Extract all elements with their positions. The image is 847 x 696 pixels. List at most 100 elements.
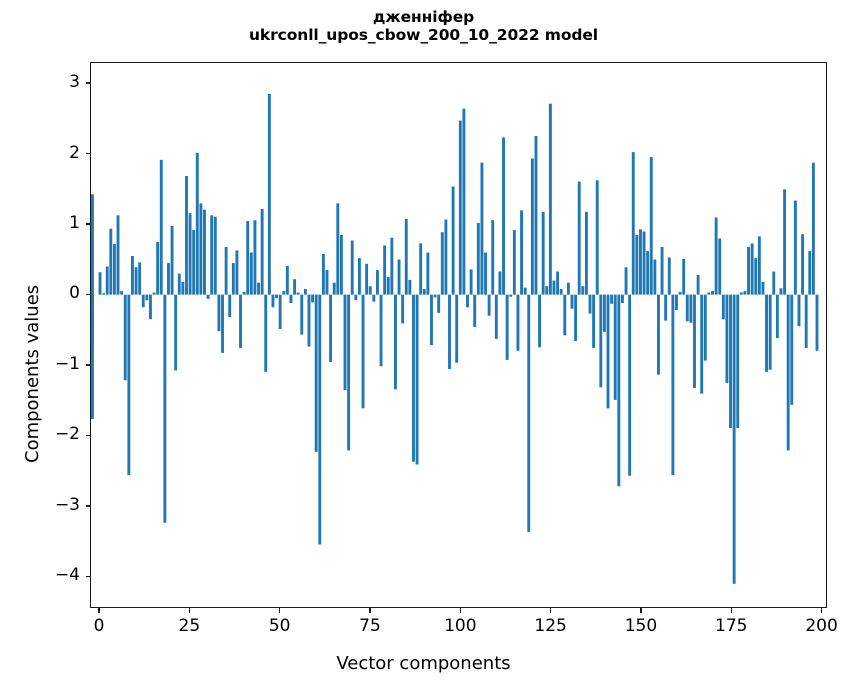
bar (379, 294, 383, 367)
bar (657, 294, 660, 375)
bar (624, 267, 628, 295)
bar (440, 232, 444, 295)
bar (394, 294, 397, 390)
bar (527, 294, 531, 532)
bar (210, 215, 214, 295)
bar (397, 259, 401, 295)
bar (422, 289, 426, 295)
y-tick-mark (85, 223, 90, 225)
bar (736, 294, 740, 429)
bar (790, 294, 794, 405)
bar (448, 294, 451, 370)
bar (408, 279, 412, 295)
bar (300, 294, 304, 335)
bar (109, 228, 113, 295)
bar (671, 294, 675, 476)
bar (584, 211, 588, 295)
bar (595, 180, 599, 295)
bar (325, 270, 329, 295)
bar (314, 294, 318, 452)
bar (365, 263, 369, 295)
bar (375, 270, 379, 295)
x-tick-label: 125 (534, 616, 567, 636)
bar (725, 294, 729, 384)
bar (163, 294, 167, 523)
bar (249, 252, 253, 295)
x-tick-mark (640, 608, 642, 613)
bar (574, 294, 578, 341)
bar (747, 246, 750, 295)
bar (541, 211, 545, 295)
bar (383, 245, 387, 295)
bar (696, 274, 700, 295)
bar (257, 282, 260, 295)
bar (347, 294, 351, 451)
bar (224, 246, 228, 295)
bar (783, 189, 787, 295)
bar (552, 280, 556, 295)
bar (343, 294, 347, 391)
bar (563, 294, 567, 336)
bar (332, 282, 336, 295)
bar (754, 258, 758, 295)
bar (401, 294, 405, 324)
x-tick-mark (459, 608, 461, 613)
bar (145, 294, 149, 301)
bar (512, 230, 516, 295)
bar (765, 294, 768, 372)
y-tick-label: −4 (54, 565, 80, 586)
chart-subtitle: ukrconll_upos_cbow_200_10_2022 model (248, 26, 599, 45)
bar (498, 271, 502, 295)
bar (487, 294, 491, 316)
bar (581, 286, 585, 295)
x-tick-mark (369, 608, 371, 613)
bar (757, 236, 761, 295)
bar (419, 243, 423, 295)
bar (188, 213, 192, 295)
bar (372, 294, 376, 302)
bar (520, 210, 523, 295)
bar (779, 288, 783, 295)
y-tick-mark (85, 293, 90, 296)
bar (235, 250, 239, 295)
bar (505, 294, 509, 360)
bar (141, 294, 145, 308)
bar (433, 294, 437, 298)
bar (566, 282, 570, 295)
bar (390, 237, 394, 295)
bar (523, 287, 527, 295)
bar (311, 294, 315, 303)
x-tick-mark (820, 608, 823, 613)
bar (509, 294, 513, 297)
bar (548, 103, 552, 295)
bar (156, 241, 160, 295)
bar (732, 294, 736, 584)
bar (318, 294, 322, 545)
y-tick-label: 0 (69, 283, 80, 304)
bar (177, 273, 181, 295)
x-tick-label: 100 (444, 616, 477, 636)
bar (631, 152, 635, 295)
bar (203, 209, 206, 295)
bar (458, 120, 462, 295)
x-tick-mark (730, 608, 732, 613)
bar (797, 294, 801, 327)
bar (649, 157, 653, 295)
bar (473, 294, 477, 327)
bar (455, 294, 459, 363)
bar (703, 294, 707, 361)
bar (682, 258, 686, 295)
bar (545, 286, 549, 295)
y-tick-label: −3 (54, 494, 80, 515)
bar (804, 294, 808, 348)
bar (437, 294, 441, 313)
bar (415, 294, 419, 465)
bar (675, 294, 678, 311)
y-tick-mark (85, 505, 90, 507)
chart-title: дженніфер (372, 8, 475, 26)
bar (275, 294, 278, 299)
bar (239, 294, 242, 348)
bar (206, 294, 210, 299)
bar (170, 225, 174, 295)
bar (185, 176, 188, 295)
